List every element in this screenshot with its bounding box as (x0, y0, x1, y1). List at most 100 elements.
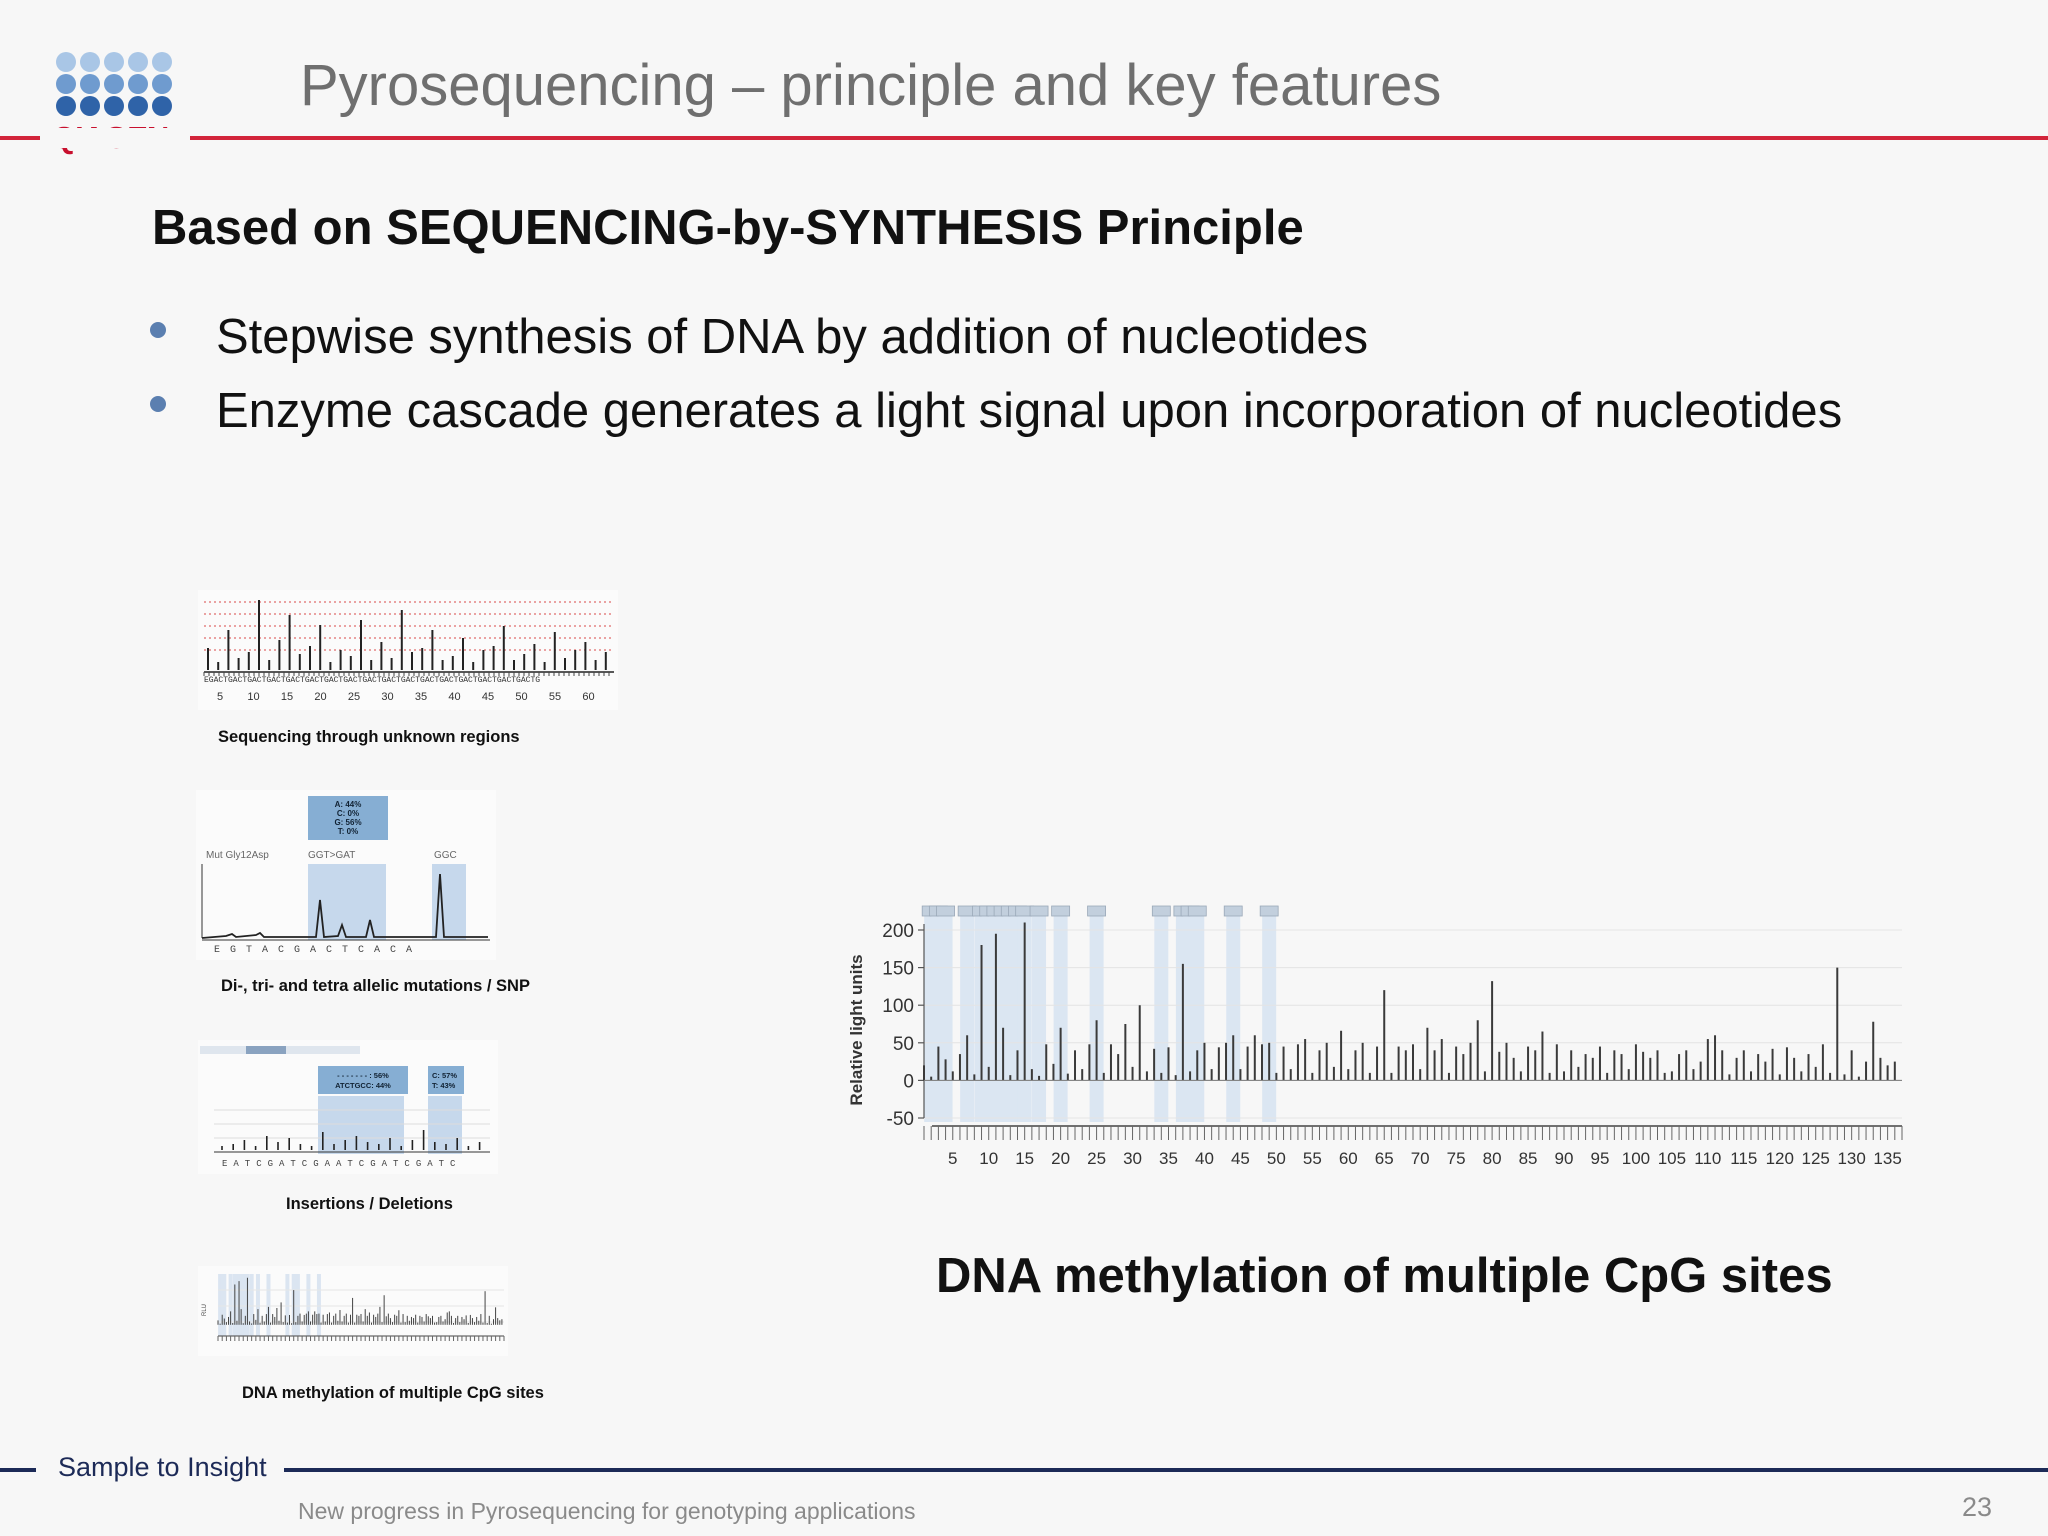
methylation-thumbnail: RLU (198, 1266, 508, 1356)
sequencing-pyrogram-thumbnail: EGACTGACTGACTGACTGACTGACTGACTGACTGACTGAC… (198, 590, 618, 710)
x-tick-label: 15 (1015, 1149, 1034, 1168)
indel-legend-t: T: 43% (432, 1081, 456, 1090)
pyrogram-tick-label: 30 (381, 691, 393, 703)
caption-indel: Insertions / Deletions (286, 1195, 453, 1213)
pyrogram-tick-label: 20 (314, 691, 326, 703)
cpg-site-band (938, 910, 953, 1122)
cpg-site-band (960, 910, 975, 1122)
bullet-text: Enzyme cascade generates a light signal … (216, 384, 1843, 438)
y-tick-label: 200 (882, 921, 914, 942)
x-tick-label: 50 (1267, 1149, 1286, 1168)
pyrogram-tick-label: 60 (582, 691, 594, 703)
x-tick-label: 90 (1555, 1149, 1574, 1168)
cpg-site-tag (936, 905, 955, 917)
footer-presentation-title: New progress in Pyrosequencing for genot… (298, 1498, 916, 1524)
snp-legend-a: A: 44% (335, 800, 362, 809)
cpg-site-tag (1259, 905, 1279, 917)
cpg-site-tag (1187, 905, 1207, 917)
bullet-text: Stepwise synthesis of DNA by addition of… (216, 310, 1369, 364)
logo-dot (104, 96, 124, 116)
indel-pyrogram-thumbnail: - - - - - - - : 56% ATCTGCC: 44% C: 57% … (198, 1040, 498, 1174)
y-tick-label: 0 (903, 1071, 914, 1092)
chart-y-axis-label: Relative light units (847, 954, 866, 1105)
snp-label-codon: GGC (434, 850, 457, 861)
bullet-dot (150, 322, 166, 338)
sequencing-pyrogram: EGACTGACTGACTGACTGACTGACTGACTGACTGACTGAC… (203, 600, 614, 703)
y-tick-label: 50 (893, 1034, 914, 1055)
x-tick-label: 85 (1519, 1149, 1538, 1168)
x-tick-label: 35 (1159, 1149, 1178, 1168)
x-tick-label: 20 (1051, 1149, 1070, 1168)
svg-text:EATCGATCGAATCGATCGATC: EATCGATCGAATCGATCGATC (222, 1159, 461, 1169)
x-tick-label: 135 (1873, 1149, 1901, 1168)
caption-methylation-small: DNA methylation of multiple CpG sites (242, 1384, 544, 1402)
x-tick-label: 115 (1730, 1149, 1757, 1168)
title-rule (0, 136, 2048, 140)
x-tick-label: 130 (1837, 1149, 1865, 1168)
bullet-item: Stepwise synthesis of DNA by addition of… (148, 300, 1842, 374)
footer-tagline: Sample to Insight (58, 1452, 267, 1482)
x-tick-label: 120 (1766, 1149, 1794, 1168)
svg-text:EGTACGACTCACA: EGTACGACTCACA (214, 945, 422, 956)
x-tick-label: 70 (1411, 1149, 1430, 1168)
y-tick-label: -50 (887, 1109, 914, 1130)
methylation-chart: 200 150 100 50 0 -50 5 10 15 20 25 30 35 40 45 50 55 60 6… (840, 880, 1912, 1185)
pyrogram-tick-label: 10 (247, 691, 259, 703)
logo-dot (80, 74, 100, 94)
cpg-site-tag (1051, 905, 1071, 917)
methylation-caption: DNA methylation of multiple CpG sites (936, 1249, 1833, 1303)
snp-legend-box (308, 796, 388, 840)
logo-dot (128, 96, 148, 116)
x-tick-label: 5 (948, 1149, 957, 1168)
x-tick-label: 55 (1303, 1149, 1322, 1168)
x-tick-label: 45 (1231, 1149, 1250, 1168)
bullet-item: Enzyme cascade generates a light signal … (148, 374, 1842, 448)
cpg-site-band (1032, 910, 1047, 1122)
pyrogram-tick-label: 55 (549, 691, 561, 703)
x-tick-label: 100 (1622, 1149, 1650, 1168)
section-heading: Based on SEQUENCING-by-SYNTHESIS Princip… (152, 201, 1304, 255)
svg-text:RLU: RLU (202, 1304, 208, 1316)
x-tick-label: 30 (1123, 1149, 1142, 1168)
bullet-dot (150, 396, 166, 412)
pyrogram-tick-label: 25 (348, 691, 360, 703)
snp-label-mutation: Mut Gly12Asp (206, 850, 269, 861)
snp-pyrogram-thumbnail: A: 44% C: 0% G: 56% T: 0% Mut Gly12Asp G… (196, 790, 496, 960)
logo-dot (152, 52, 172, 72)
x-tick-label: 65 (1375, 1149, 1394, 1168)
indel-legend-deletion: - - - - - - - : 56% (337, 1071, 389, 1080)
x-tick-label: 95 (1591, 1149, 1610, 1168)
snp-pyrogram: A: 44% C: 0% G: 56% T: 0% Mut Gly12Asp G… (201, 796, 490, 956)
caption-snp: Di-, tri- and tetra allelic mutations / … (221, 977, 530, 995)
snp-legend-g: G: 56% (334, 818, 361, 827)
snp-legend-t: T: 0% (338, 827, 358, 836)
indel-legend-box (318, 1066, 408, 1094)
pyrogram-tick-label: 15 (281, 691, 293, 703)
snp-legend-c: C: 0% (337, 809, 359, 818)
x-tick-label: 80 (1483, 1149, 1502, 1168)
bullet-list: Stepwise synthesis of DNA by addition of… (148, 300, 1842, 448)
indel-legend-c: C: 57% (432, 1071, 457, 1080)
cpg-site-tag (1151, 905, 1171, 917)
x-tick-label: 105 (1658, 1149, 1686, 1168)
footer-rule-left (0, 1468, 36, 1472)
logo-dot (80, 96, 100, 116)
page-number: 23 (1962, 1492, 1993, 1522)
logo-dot (56, 74, 76, 94)
snp-label-variant: GGT>GAT (308, 850, 355, 861)
cpg-site-band (1226, 910, 1241, 1122)
logo-dot (56, 96, 76, 116)
caption-sequencing: Sequencing through unknown regions (218, 728, 520, 746)
cpg-site-tag (1087, 905, 1106, 917)
x-tick-label: 10 (979, 1149, 998, 1168)
cpg-site-band (1190, 910, 1205, 1122)
cpg-site-band (1154, 910, 1169, 1122)
logo-dot (128, 52, 148, 72)
indel-legend-insertion: ATCTGCC: 44% (335, 1081, 391, 1090)
indel-pyrogram: - - - - - - - : 56% ATCTGCC: 44% C: 57% … (200, 1046, 490, 1169)
y-tick-label: 100 (882, 996, 914, 1017)
pyrogram-tick-label: 5 (217, 691, 223, 703)
pyrogram-tick-label: 40 (448, 691, 460, 703)
logo-dot (152, 96, 172, 116)
x-tick-label: 25 (1087, 1149, 1106, 1168)
